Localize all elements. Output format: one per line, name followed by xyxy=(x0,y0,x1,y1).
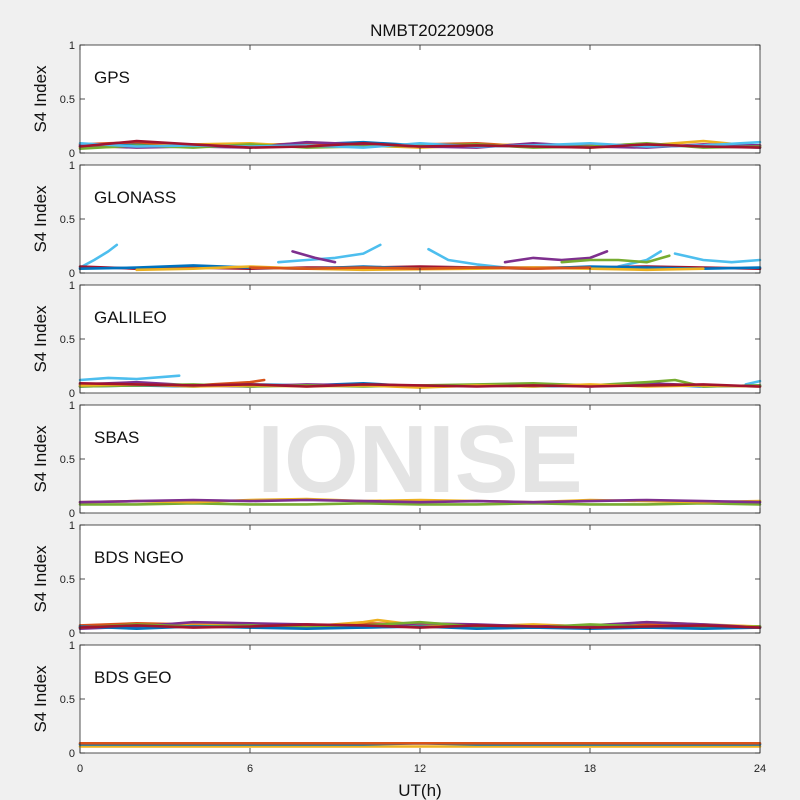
chart-title: NMBT20220908 xyxy=(370,21,494,40)
y-tick-label: 1 xyxy=(69,400,75,412)
panel-label: GALILEO xyxy=(94,308,167,327)
y-tick-label: 0 xyxy=(69,508,75,520)
y-axis-label: S4 Index xyxy=(31,665,50,733)
series-line xyxy=(78,498,762,504)
x-tick-label: 24 xyxy=(754,763,766,775)
y-tick-label: 0.5 xyxy=(60,214,75,226)
series-line xyxy=(276,243,382,264)
y-axis-label: S4 Index xyxy=(31,545,50,613)
panel-4: 0 0.5 1 S4 Index BDS NGEO xyxy=(31,520,762,640)
y-tick-label: 1 xyxy=(69,520,75,532)
x-tick-label: 12 xyxy=(414,763,426,775)
series-line xyxy=(78,623,762,629)
panel-1: 0 0.5 1 S4 Index GLONASS xyxy=(31,160,762,280)
panel-0: 0 0.5 1 S4 Index GPS xyxy=(31,40,762,160)
panel-background xyxy=(80,165,760,273)
panel-label: BDS NGEO xyxy=(94,548,184,567)
y-tick-label: 0.5 xyxy=(60,454,75,466)
series-line xyxy=(78,243,119,269)
y-tick-label: 0 xyxy=(69,388,75,400)
series-line xyxy=(744,379,762,386)
y-tick-label: 0.5 xyxy=(60,334,75,346)
x-tick-label: 0 xyxy=(77,763,83,775)
panel-background xyxy=(80,45,760,153)
y-tick-label: 0.5 xyxy=(60,694,75,706)
y-axis-label: S4 Index xyxy=(31,425,50,493)
series-line xyxy=(560,254,671,264)
panel-background xyxy=(80,645,760,753)
series-line xyxy=(673,252,762,264)
panel-3: 0 0.5 1 S4 Index SBAS xyxy=(31,400,762,520)
panel-label: BDS GEO xyxy=(94,668,171,687)
y-axis-label: S4 Index xyxy=(31,305,50,373)
y-axis-label: S4 Index xyxy=(31,185,50,253)
series-line xyxy=(291,250,337,264)
y-tick-label: 1 xyxy=(69,640,75,652)
panel-5: 0 0.5 1 S4 Index BDS GEO xyxy=(31,640,762,760)
y-tick-label: 1 xyxy=(69,280,75,292)
panel-label: GPS xyxy=(94,68,130,87)
series-line xyxy=(503,250,609,264)
y-tick-label: 0 xyxy=(69,148,75,160)
x-tick-label: 6 xyxy=(247,763,253,775)
y-tick-label: 0.5 xyxy=(60,574,75,586)
panel-label: SBAS xyxy=(94,428,139,447)
panel-background xyxy=(80,405,760,513)
y-tick-label: 1 xyxy=(69,40,75,52)
y-tick-label: 0 xyxy=(69,628,75,640)
y-axis-label: S4 Index xyxy=(31,65,50,133)
series-line xyxy=(78,381,762,388)
series-line xyxy=(78,374,181,382)
panels: 0 0.5 1 S4 Index GPS 0 0.5 1 S4 Index GLONASS 0 0.5… xyxy=(31,40,762,760)
series-line xyxy=(616,250,663,268)
watermark: IONISE xyxy=(257,406,582,513)
y-tick-label: 1 xyxy=(69,160,75,172)
x-axis-label: UT(h) xyxy=(398,781,441,800)
panel-label: GLONASS xyxy=(94,188,176,207)
x-tick-label: 18 xyxy=(584,763,596,775)
y-tick-label: 0.5 xyxy=(60,94,75,106)
panel-background xyxy=(80,525,760,633)
panel-2: 0 0.5 1 S4 Index GALILEO xyxy=(31,280,762,400)
series-line xyxy=(78,139,762,149)
panel-background xyxy=(80,285,760,393)
y-tick-label: 0 xyxy=(69,268,75,280)
series-line xyxy=(427,247,507,269)
x-axis: 0 6 12 18 24 xyxy=(77,763,766,775)
y-tick-label: 0 xyxy=(69,748,75,760)
